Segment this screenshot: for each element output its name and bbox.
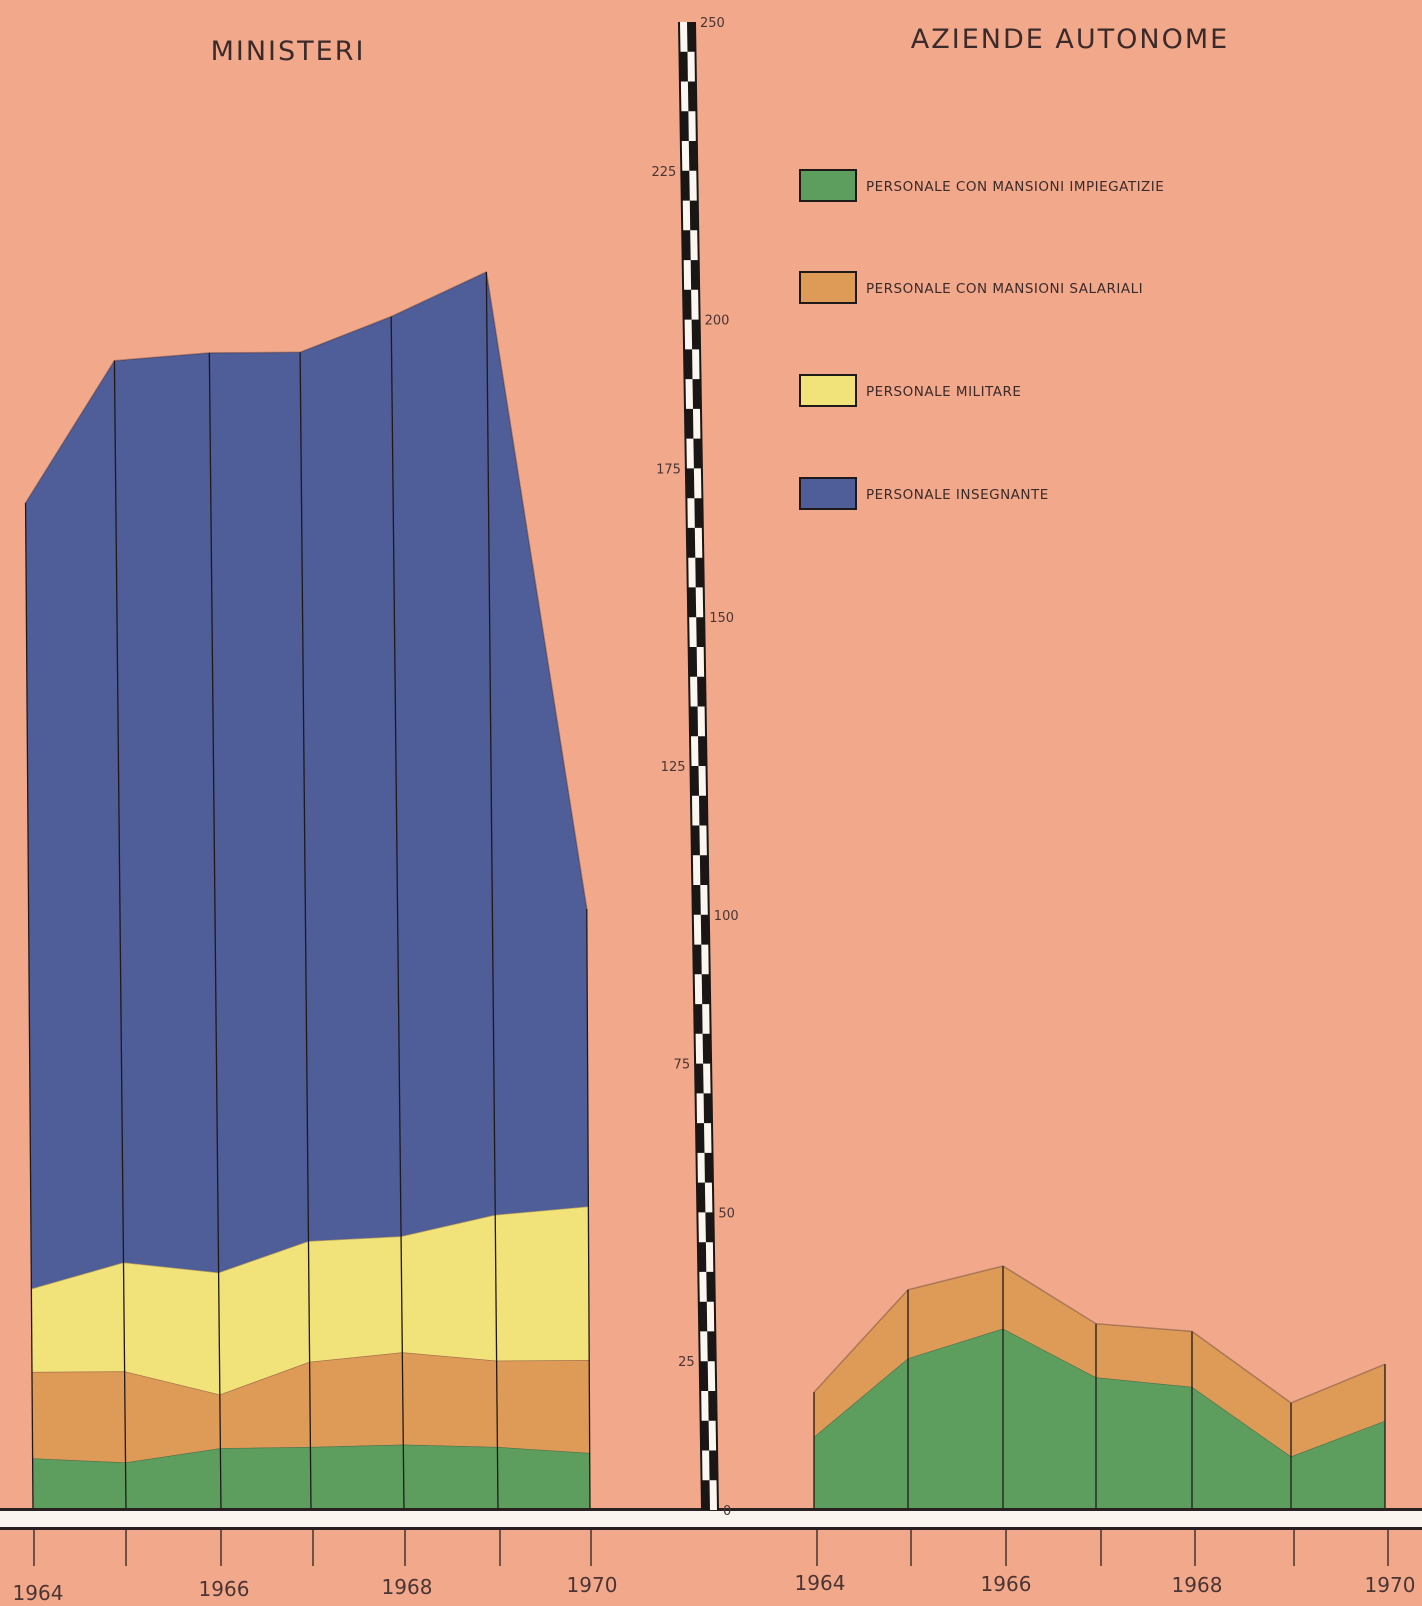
scale-bar-check (680, 22, 688, 52)
left-chart-title: MINISTERI (211, 36, 366, 67)
scale-bar-check (695, 1033, 704, 1064)
scale-bar-check (707, 1361, 716, 1391)
scale-bar-check (704, 1123, 712, 1153)
scale-bar-check (701, 1391, 709, 1421)
scale-bar-check (697, 1152, 705, 1183)
scale-bar-check (695, 587, 704, 618)
scale-bar-check (699, 1271, 707, 1302)
left-year-divider (485, 271, 499, 1511)
scale-bar-check (692, 349, 700, 380)
scale-tick-label: 225 (651, 165, 676, 180)
scale-bar-check (692, 855, 701, 885)
scale-tick-label: 75 (674, 1058, 691, 1073)
x-axis-year-label: 1966 (199, 1577, 250, 1601)
scale-bar-check (681, 141, 690, 171)
scale-bar-check (690, 230, 698, 261)
left-year-divider (24, 502, 34, 1511)
scale-bar-check (701, 944, 709, 975)
x-axis-year-label: 1968 (382, 1575, 433, 1599)
legend-swatch (799, 477, 857, 510)
scale-bar-check (682, 200, 691, 231)
left-year-divider (299, 352, 312, 1511)
scale-bar-check (698, 766, 706, 796)
scale-tick-label: 250 (700, 16, 725, 31)
x-axis-year-label: 1970 (567, 1573, 618, 1597)
legend-label: PERSONALE CON MANSIONI SALARIALI (866, 281, 1143, 297)
scale-tick-label: 200 (705, 314, 730, 329)
left-series-salariali-area (32, 1352, 590, 1463)
x-axis-year-label: 1964 (795, 1571, 846, 1595)
right-area-chart (813, 1265, 1386, 1510)
scale-bar: 0 25 50 75 100 125 150 175 200 225 250 (651, 16, 738, 1519)
scale-bar-check (688, 111, 696, 141)
left-year-divider (113, 360, 127, 1511)
scale-bar-check (694, 527, 703, 558)
scale-bar-check (698, 1212, 706, 1243)
scale-bar-check (684, 319, 693, 350)
scale-tick-label: 0 (723, 1504, 731, 1519)
baseline-bottom-line (0, 1527, 1422, 1530)
scale-bar-check (683, 260, 692, 290)
scale-tick-label: 125 (661, 760, 686, 775)
scale-bar-check (705, 1242, 714, 1272)
scale-bar-check (690, 676, 698, 707)
left-series-militare-area (31, 1206, 590, 1395)
scale-bar-check (693, 914, 702, 945)
legend-swatch (799, 169, 857, 202)
baseline-band (0, 1511, 1422, 1527)
right-series-impiegatizie-area (814, 1328, 1385, 1510)
scale-bar-check (694, 974, 703, 1005)
scale-tick-label: 175 (656, 462, 681, 477)
scale-bar-check (692, 795, 700, 826)
legend-label: PERSONALE CON MANSIONI IMPIEGATIZIE (866, 179, 1164, 195)
scale-bar-check (706, 1301, 715, 1332)
scale-bar-check (696, 647, 705, 677)
scale-tick-label: 100 (714, 909, 739, 924)
scale-bar-check (700, 885, 708, 915)
left-year-divider (390, 316, 405, 1511)
scale-bar-check (700, 1331, 708, 1362)
right-series-salariali-area (814, 1266, 1385, 1457)
scale-tick-label: 25 (678, 1355, 695, 1370)
scale-bar-check (709, 1480, 717, 1510)
scale-bar-check (691, 736, 699, 766)
scale-bar-check (687, 51, 695, 82)
scale-bar-check (703, 1063, 711, 1094)
scale-bar-check (685, 379, 693, 409)
scale-bar-check (688, 557, 696, 588)
left-area-chart (24, 270, 591, 1511)
scale-bar-check (708, 1420, 717, 1451)
scale-bar-check (689, 170, 697, 201)
left-series-insegnante-area (25, 272, 589, 1289)
scale-bar-check (691, 289, 699, 320)
scale-bar-check (680, 81, 689, 112)
left-year-divider (208, 352, 222, 1511)
scale-bar-check (704, 1182, 713, 1213)
scale-bar-check (689, 617, 697, 647)
scale-tick-label: 150 (709, 611, 734, 626)
scale-bar-check (699, 825, 707, 856)
scale-bar-check (686, 438, 694, 469)
legend-swatch (799, 374, 857, 407)
scale-bar-check (693, 468, 702, 499)
right-chart-title: AZIENDE AUTONOME (911, 24, 1229, 55)
scale-bar-check (687, 498, 695, 528)
scale-tick-label: 50 (718, 1206, 735, 1221)
x-axis-year-label: 1964 (13, 1581, 64, 1605)
scale-bar-check (702, 1004, 710, 1034)
x-axis-year-label: 1970 (1365, 1573, 1416, 1597)
scale-bar-check (696, 1093, 704, 1124)
scale-bar-check (702, 1450, 710, 1481)
legend-label: PERSONALE MILITARE (866, 384, 1021, 400)
left-year-divider (586, 908, 591, 1511)
x-axis-year-label: 1966 (981, 1572, 1032, 1596)
legend-label: PERSONALE INSEGNANTE (866, 487, 1049, 503)
scale-bar-check (693, 408, 701, 439)
legend: PERSONALE CON MANSIONI IMPIEGATIZIE PERSO… (799, 169, 1164, 510)
x-axis-year-label: 1968 (1172, 1573, 1223, 1597)
scale-bar-check (697, 706, 705, 737)
legend-swatch (799, 271, 857, 304)
